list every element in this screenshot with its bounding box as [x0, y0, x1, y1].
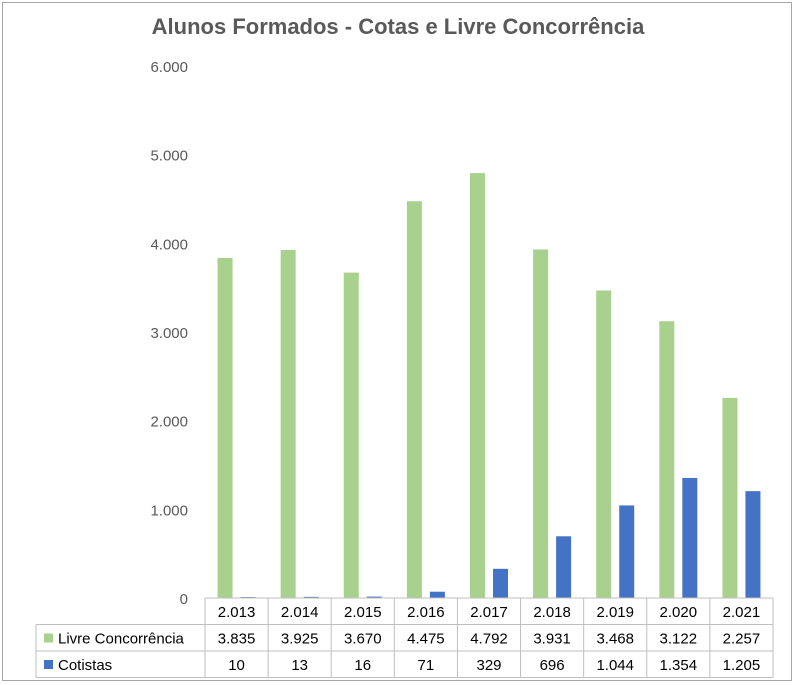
data-label: 1.354	[660, 657, 698, 674]
data-label: 13	[291, 657, 308, 674]
bar-livre-2.016	[406, 201, 422, 598]
data-label: 10	[228, 657, 245, 674]
y-tick-label: 1.000	[150, 502, 188, 519]
y-tick-label: 2.000	[150, 414, 188, 431]
legend-label: Livre Concorrência	[58, 631, 185, 648]
data-label: 3.835	[218, 631, 256, 648]
bar-livre-2.013	[217, 257, 233, 598]
data-label: 3.468	[596, 631, 634, 648]
x-tick-label: 2.015	[344, 604, 382, 621]
legend-label: Cotistas	[58, 657, 112, 674]
x-tick-label: 2.016	[407, 604, 445, 621]
y-tick-label: 5.000	[150, 148, 188, 165]
data-label: 1.044	[596, 657, 634, 674]
x-tick-label: 2.019	[596, 604, 634, 621]
data-label: 329	[476, 657, 501, 674]
bar-cotistas-2.016	[429, 591, 445, 598]
bar-cotistas-2.021	[745, 491, 761, 598]
y-tick-label: 0	[180, 591, 188, 608]
data-label: 4.792	[470, 631, 508, 648]
bar-cotistas-2.014	[303, 596, 319, 598]
x-tick-label: 2.018	[533, 604, 571, 621]
y-tick-label: 3.000	[150, 325, 188, 342]
data-label: 3.670	[344, 631, 382, 648]
data-label: 1.205	[723, 657, 761, 674]
bar-livre-2.019	[596, 290, 612, 598]
y-tick-label: 4.000	[150, 236, 188, 253]
chart-title: Alunos Formados - Cotas e Livre Concorrê…	[151, 14, 645, 39]
bar-livre-2.014	[280, 249, 296, 598]
bar-livre-2.015	[343, 272, 359, 598]
data-label: 71	[418, 657, 435, 674]
bar-cotistas-2.017	[493, 568, 508, 598]
x-tick-label: 2.014	[281, 604, 319, 621]
bar-cotistas-2.019	[619, 505, 635, 598]
y-tick-label: 6.000	[150, 59, 188, 76]
bar-livre-2.018	[533, 249, 549, 598]
bar-livre-2.021	[722, 397, 738, 598]
x-tick-label: 2.013	[218, 604, 256, 621]
x-tick-label: 2.020	[660, 604, 698, 621]
legend-key-cotistas	[44, 660, 53, 669]
x-tick-label: 2.017	[470, 604, 508, 621]
data-label: 696	[540, 657, 565, 674]
data-label: 2.257	[723, 631, 761, 648]
bar-cotistas-2.018	[556, 536, 572, 598]
legend-key-livre	[44, 633, 53, 643]
bar-cotistas-2.015	[366, 596, 382, 598]
data-label: 16	[354, 657, 371, 674]
data-label: 3.122	[660, 631, 698, 648]
bar-livre-2.020	[659, 321, 675, 598]
data-label: 4.475	[407, 631, 445, 648]
data-label: 3.925	[281, 631, 319, 648]
bar-cotistas-2.020	[682, 477, 698, 598]
data-label: 3.931	[533, 631, 571, 648]
bar-livre-2.017	[470, 173, 485, 599]
x-tick-label: 2.021	[723, 604, 761, 621]
